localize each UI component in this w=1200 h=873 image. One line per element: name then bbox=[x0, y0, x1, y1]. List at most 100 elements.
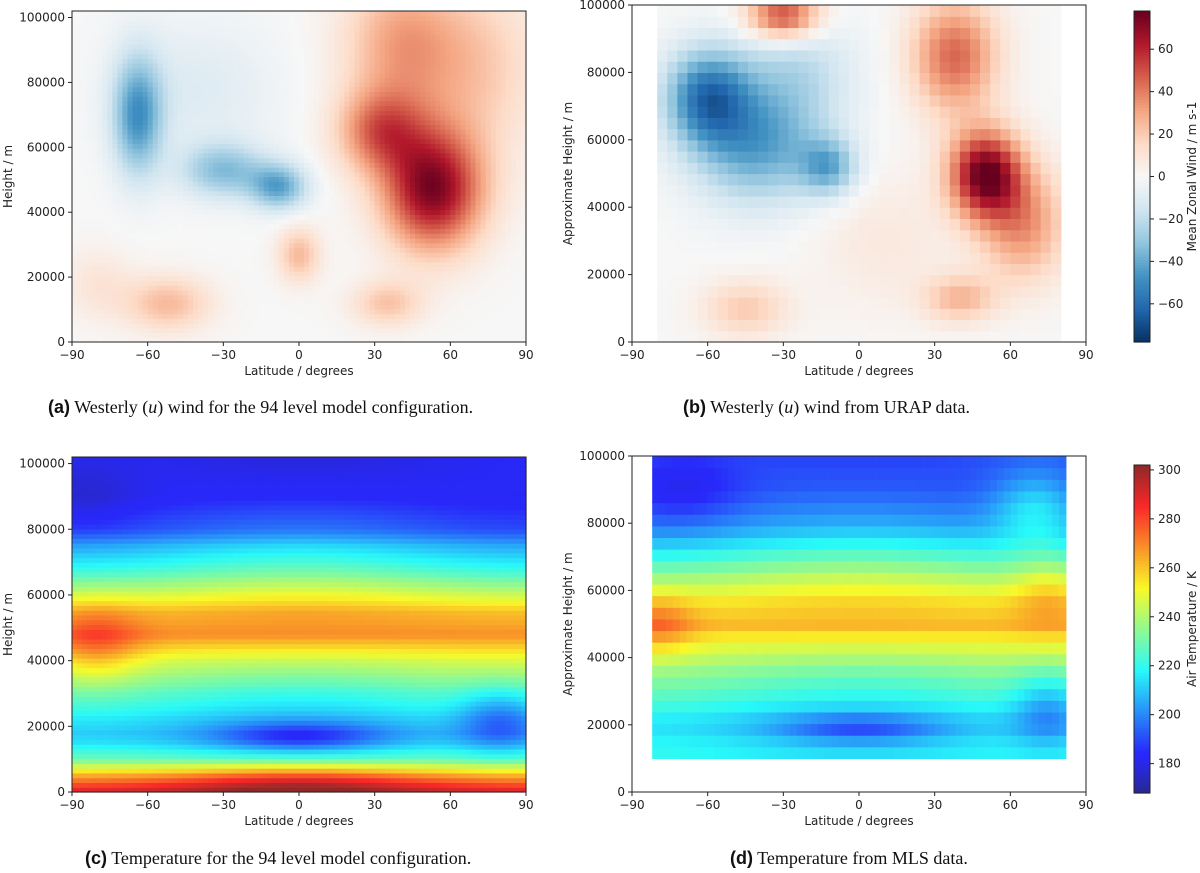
heatmap-cell bbox=[152, 308, 159, 315]
heatmap-cell bbox=[127, 20, 134, 26]
heatmap-cell bbox=[152, 200, 159, 206]
heatmap-cell bbox=[278, 252, 285, 258]
heatmap-cell bbox=[299, 195, 305, 201]
heatmap-cell bbox=[263, 110, 270, 116]
heatmap-cell bbox=[288, 48, 295, 55]
heatmap-cell bbox=[132, 195, 139, 201]
heatmap-cell bbox=[309, 133, 315, 140]
heatmap-cell bbox=[359, 110, 366, 116]
heatmap-cell bbox=[319, 138, 325, 144]
heatmap-cell bbox=[147, 157, 154, 163]
heatmap-cell bbox=[228, 214, 235, 220]
heatmap-cell bbox=[354, 327, 361, 334]
heatmap-cell bbox=[374, 323, 381, 329]
heatmap-cell bbox=[273, 86, 280, 92]
heatmap-cell bbox=[425, 96, 431, 102]
heatmap-cell bbox=[167, 237, 174, 244]
heatmap-cell bbox=[379, 195, 386, 201]
heatmap-cell bbox=[288, 20, 295, 26]
heatmap-cell bbox=[354, 157, 361, 163]
heatmap-cell bbox=[324, 204, 330, 211]
heatmap-cell bbox=[77, 323, 83, 329]
heatmap-cell bbox=[132, 115, 139, 121]
heatmap-cell bbox=[142, 77, 149, 83]
heatmap-cell bbox=[157, 148, 164, 154]
heatmap-cell bbox=[112, 318, 118, 324]
heatmap-cell bbox=[399, 299, 406, 305]
heatmap-cell bbox=[339, 39, 345, 45]
heatmap-cell bbox=[409, 266, 416, 272]
heatmap-cell bbox=[213, 294, 219, 301]
heatmap-cell bbox=[409, 53, 416, 59]
heatmap-cell bbox=[92, 271, 98, 277]
heatmap-cell bbox=[132, 152, 139, 159]
heatmap-cell bbox=[137, 275, 144, 282]
heatmap-cell bbox=[162, 110, 169, 116]
heatmap-cell bbox=[268, 289, 275, 296]
heatmap-cell bbox=[324, 25, 330, 31]
heatmap-cell bbox=[369, 48, 376, 55]
heatmap-cell bbox=[213, 327, 219, 334]
heatmap-cell bbox=[182, 115, 189, 121]
heatmap-cell bbox=[258, 185, 265, 192]
heatmap-cell bbox=[77, 77, 83, 83]
heatmap-cell bbox=[137, 252, 144, 258]
heatmap-cell bbox=[228, 204, 235, 211]
heatmap-cell bbox=[177, 20, 184, 26]
heatmap-cell bbox=[102, 275, 108, 282]
heatmap-cell bbox=[389, 223, 396, 230]
heatmap-cell bbox=[319, 327, 325, 334]
heatmap-cell bbox=[107, 299, 113, 305]
heatmap-cell bbox=[359, 91, 366, 97]
heatmap-cell bbox=[208, 63, 214, 69]
heatmap-cell bbox=[233, 77, 240, 83]
heatmap-cell bbox=[409, 96, 416, 102]
heatmap-cell bbox=[329, 323, 335, 329]
heatmap-cell bbox=[243, 190, 250, 197]
heatmap-cell bbox=[82, 228, 88, 234]
heatmap-cell bbox=[394, 115, 401, 121]
heatmap-cell bbox=[278, 44, 285, 50]
heatmap-cell bbox=[263, 195, 270, 201]
heatmap-cell bbox=[369, 271, 376, 277]
heatmap-cell bbox=[329, 294, 335, 301]
heatmap-cell bbox=[172, 223, 179, 230]
heatmap-cell bbox=[430, 285, 436, 291]
heatmap-cell bbox=[404, 247, 411, 253]
heatmap-cell bbox=[152, 223, 159, 230]
heatmap-cell bbox=[208, 219, 214, 225]
heatmap-cell bbox=[117, 209, 124, 215]
heatmap-cell bbox=[147, 256, 154, 263]
heatmap-cell bbox=[319, 34, 325, 40]
heatmap-cell bbox=[147, 162, 154, 168]
heatmap-cell bbox=[253, 72, 260, 78]
heatmap-cell bbox=[208, 266, 214, 272]
heatmap-cell bbox=[218, 214, 224, 220]
heatmap-cell bbox=[92, 96, 98, 102]
heatmap-cell bbox=[152, 138, 159, 144]
heatmap-cell bbox=[223, 77, 229, 83]
heatmap-cell bbox=[112, 162, 118, 168]
heatmap-cell bbox=[172, 11, 179, 17]
heatmap-cell bbox=[369, 299, 376, 305]
heatmap-cell bbox=[314, 261, 320, 267]
heatmap-cell bbox=[188, 200, 194, 206]
heatmap-cell bbox=[324, 58, 330, 64]
heatmap-cell bbox=[273, 91, 280, 97]
heatmap-cell bbox=[344, 337, 351, 343]
heatmap-cell bbox=[127, 152, 134, 159]
heatmap-cell bbox=[167, 91, 174, 97]
heatmap-cell bbox=[228, 285, 235, 291]
heatmap-cell bbox=[293, 256, 300, 263]
heatmap-cell bbox=[304, 81, 310, 88]
heatmap-cell bbox=[359, 337, 366, 343]
heatmap-cell bbox=[324, 81, 330, 88]
heatmap-cell bbox=[243, 48, 250, 55]
heatmap-cell bbox=[132, 294, 139, 301]
heatmap-cell bbox=[82, 209, 88, 215]
heatmap-cell bbox=[198, 242, 204, 249]
heatmap-cell bbox=[152, 299, 159, 305]
heatmap-cell bbox=[268, 124, 275, 130]
heatmap-cell bbox=[293, 223, 300, 230]
heatmap-cell bbox=[334, 115, 340, 121]
